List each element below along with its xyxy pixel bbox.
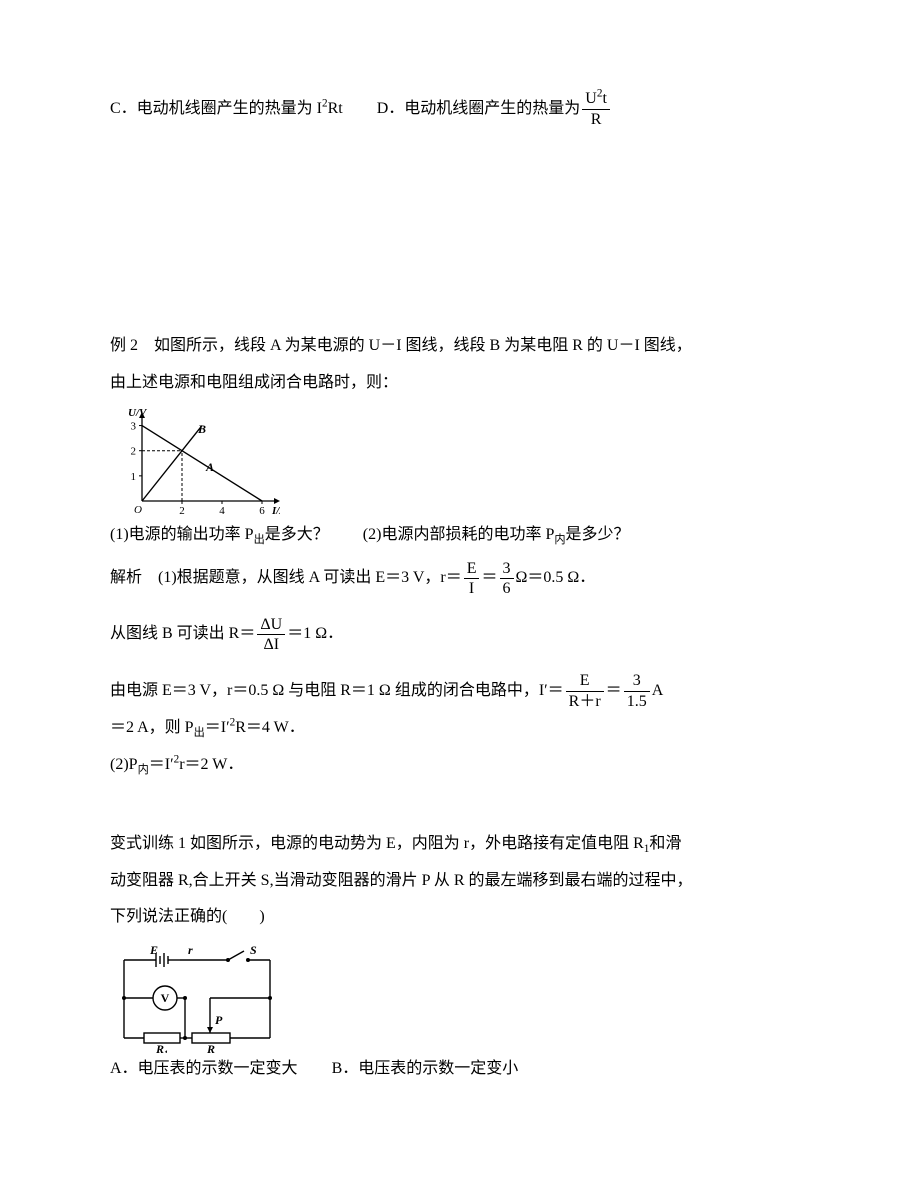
text: ＝: [481, 560, 497, 597]
text: t: [602, 90, 606, 107]
option-d: D．电动机线圈产生的热量为 U2t R: [377, 90, 612, 128]
svg-text:6: 6: [259, 505, 265, 517]
fraction: 3 1.5: [624, 672, 650, 710]
text: 变式训练 1 如图所示，电源的电动势为 E，内阻为 r，外电路接有定值电阻 R: [110, 835, 644, 852]
fraction: E I: [464, 560, 480, 598]
text: R: [588, 111, 605, 129]
text: ＝I′: [205, 719, 230, 736]
fraction: U2t R: [582, 90, 610, 128]
fraction: E R＋r: [566, 672, 604, 710]
text: A: [652, 673, 664, 710]
example-2-questions: (1)电源的输出功率 P出是多大？ (2)电源内部损耗的电功率 P内是多少？: [110, 517, 810, 554]
solution-line3: 由电源 E＝3 V，r＝0.5 Ω 与电阻 R＝1 Ω 组成的闭合电路中，I′＝…: [110, 672, 810, 710]
text: 和滑: [649, 835, 681, 852]
svg-text:2: 2: [131, 445, 137, 457]
text: E: [464, 560, 480, 578]
subscript: 内: [138, 764, 149, 776]
text: 是多大？: [265, 526, 329, 543]
option-b: B．电压表的示数一定变小: [332, 1051, 519, 1088]
text: (2)电源内部损耗的电功率 P: [363, 526, 555, 543]
text: C．电动机线圈产生的热量为 I: [110, 100, 322, 117]
text: Ω＝0.5 Ω．: [516, 560, 596, 597]
svg-text:4: 4: [219, 505, 225, 517]
text: Rt: [328, 100, 343, 117]
text: r＝2 W．: [179, 756, 243, 773]
text: E: [577, 672, 593, 690]
svg-text:O: O: [134, 504, 142, 516]
solution-line5: (2)P内＝I′2r＝2 W．: [110, 747, 810, 784]
example-2-intro-line2: 由上述电源和电阻组成闭合电路时，则：: [110, 365, 810, 402]
svg-text:r: r: [188, 943, 193, 957]
top-options: C．电动机线圈产生的热量为 I2Rt D．电动机线圈产生的热量为 U2t R: [110, 90, 810, 128]
subscript: 出: [194, 727, 205, 739]
svg-text:2: 2: [179, 505, 185, 517]
text: U: [585, 90, 597, 107]
variant-1-line2: 动变阻器 R,合上开关 S,当滑动变阻器的滑片 P 从 R 的最左端移到最右端的…: [110, 863, 810, 900]
circuit-diagram: VErSPR1R: [110, 938, 285, 1053]
text: 是多少？: [566, 526, 630, 543]
text: 3: [630, 672, 644, 690]
subscript: 出: [254, 534, 265, 546]
text: 3: [500, 560, 514, 578]
text: ＝: [606, 673, 622, 710]
svg-text:3: 3: [131, 420, 137, 432]
option-a: A．电压表的示数一定变大: [110, 1051, 298, 1088]
text: D．电动机线圈产生的热量为: [377, 91, 581, 128]
text: 6: [500, 580, 514, 598]
text: R＋r: [566, 693, 604, 711]
text: 1.5: [624, 693, 650, 711]
text: I: [466, 580, 477, 598]
text: 解析 (1)根据题意，从图线 A 可读出 E＝3 V，r＝: [110, 560, 462, 597]
variant-1-line1: 变式训练 1 如图所示，电源的电动势为 E，内阻为 r，外电路接有定值电阻 R1…: [110, 826, 810, 863]
solution-line4: ＝2 A，则 P出＝I′2R＝4 W．: [110, 710, 810, 747]
svg-text:I/A: I/A: [271, 505, 280, 517]
text: ΔU: [257, 616, 285, 634]
svg-text:E: E: [149, 943, 158, 957]
svg-text:P: P: [215, 1013, 223, 1027]
option-c: C．电动机线圈产生的热量为 I2Rt: [110, 91, 343, 128]
variant-1-options: A．电压表的示数一定变大 B．电压表的示数一定变小: [110, 1051, 810, 1088]
text: ΔI: [260, 636, 282, 654]
solution-line1: 解析 (1)根据题意，从图线 A 可读出 E＝3 V，r＝ E I ＝ 3 6 …: [110, 560, 810, 598]
text: ＝1 Ω．: [287, 616, 343, 653]
text: ＝2 A，则 P: [110, 719, 194, 736]
svg-text:B: B: [197, 422, 206, 436]
svg-text:V: V: [161, 991, 170, 1005]
svg-text:A: A: [205, 460, 214, 474]
text: R＝4 W．: [235, 719, 305, 736]
svg-text:1: 1: [131, 471, 137, 483]
svg-text:S: S: [250, 943, 257, 957]
text: ＝I′: [149, 756, 174, 773]
fraction: ΔU ΔI: [257, 616, 285, 654]
subscript: 内: [554, 534, 565, 546]
text: (1)电源的输出功率 P: [110, 526, 254, 543]
text: (2)P: [110, 756, 138, 773]
u-i-chart: 2 4 6 1 2 3U/V I/A O A B: [110, 404, 280, 519]
fraction: 3 6: [500, 560, 514, 598]
text: 由电源 E＝3 V，r＝0.5 Ω 与电阻 R＝1 Ω 组成的闭合电路中，I′＝: [110, 673, 564, 710]
example-2-intro-line1: 例 2 如图所示，线段 A 为某电源的 U－I 图线，线段 B 为某电阻 R 的…: [110, 328, 810, 365]
solution-line2: 从图线 B 可读出 R＝ ΔU ΔI ＝1 Ω．: [110, 616, 810, 654]
text: 从图线 B 可读出 R＝: [110, 616, 255, 653]
variant-1-line3: 下列说法正确的( ): [110, 899, 810, 936]
svg-text:U/V: U/V: [128, 407, 148, 419]
